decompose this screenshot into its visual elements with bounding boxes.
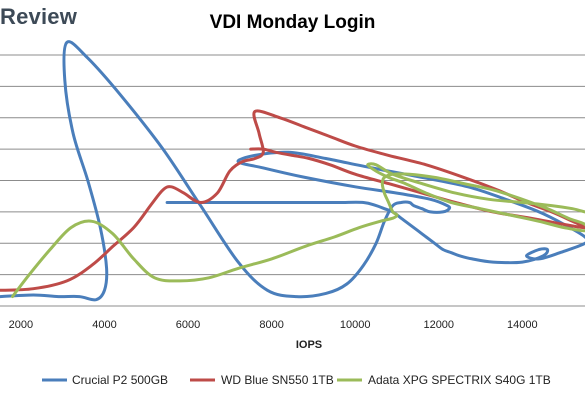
x-tick-label: 4000 [92, 319, 116, 331]
chart-title: VDI Monday Login [209, 12, 376, 33]
x-axis-label: IOPS [296, 339, 322, 351]
gridlines [0, 54, 585, 307]
x-tick-label: 10000 [340, 319, 371, 331]
x-tick-labels: 2000 4000 6000 8000 10000 12000 14000 [9, 319, 538, 331]
series-group [0, 40, 585, 302]
x-tick-label: 14000 [507, 319, 538, 331]
legend: Crucial P2 500GB WD Blue SN550 1TB Adata X… [42, 373, 551, 387]
x-tick-label: 12000 [423, 319, 454, 331]
x-tick-label: 6000 [176, 319, 200, 331]
legend-label-2: WD Blue SN550 1TB [221, 373, 334, 387]
series-line-3 [11, 162, 585, 299]
series-line-2 [0, 109, 585, 292]
series-line-1 [0, 40, 585, 302]
legend-label-1: Crucial P2 500GB [72, 373, 168, 387]
x-tick-label: 2000 [9, 319, 33, 331]
x-tick-label: 8000 [259, 319, 283, 331]
brand-logo-text: Review [0, 4, 78, 29]
legend-label-3: Adata XPG SPECTRIX S40G 1TB [368, 373, 551, 387]
